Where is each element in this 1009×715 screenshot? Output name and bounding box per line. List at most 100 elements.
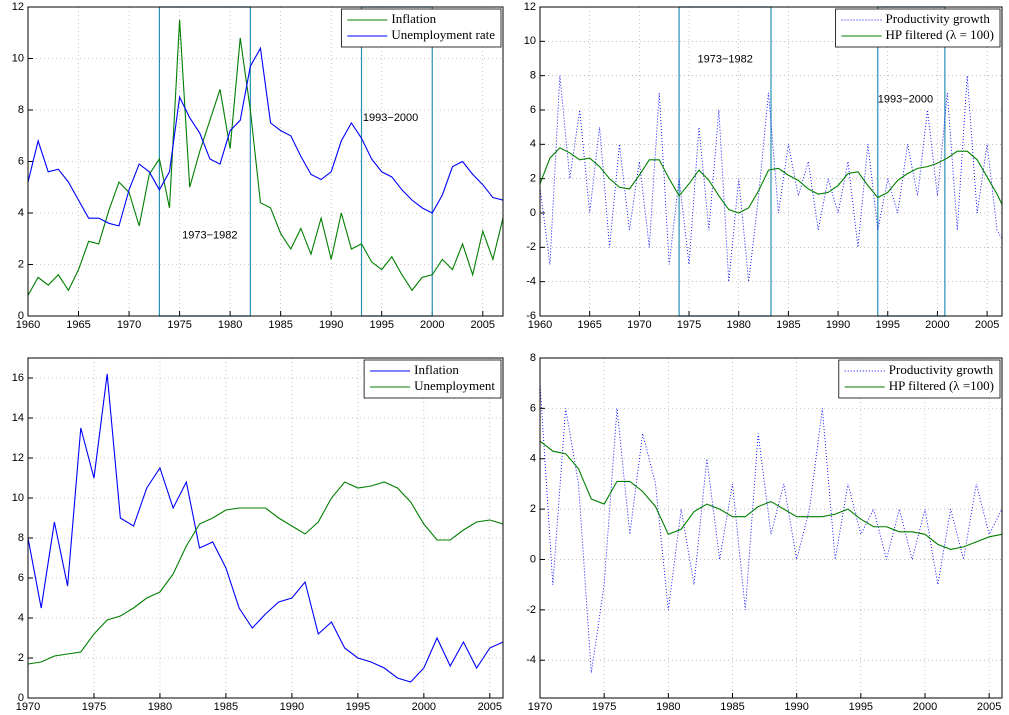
x-tick-label: 1990 [784,701,808,713]
y-tick-label: 16 [12,372,24,384]
y-tick-label: 2 [530,173,536,185]
legend-label: Inflation [414,362,459,377]
x-tick-label: 2005 [975,319,999,331]
y-tick-label: -6 [526,310,536,322]
x-tick-label: 1995 [875,319,899,331]
x-tick-label: 1985 [214,701,238,713]
x-tick-label: 1975 [677,319,701,331]
plot-frame [539,357,1003,699]
x-tick-label: 1985 [720,701,744,713]
x-tick-label: 1985 [268,319,292,331]
legend-label: HP filtered (λ =100) [889,378,994,393]
y-tick-label: 12 [12,452,24,464]
plot-frame [27,357,504,699]
panel: 1960 1965 1970 1975 1980 1985 1990 1995 2000 2005… [524,1,1003,331]
x-tick-label: 2005 [471,319,495,331]
y-tick-label: -2 [526,241,536,253]
legend-box [838,359,1001,399]
series-line [28,46,503,227]
y-tick-label: 10 [524,35,536,47]
y-tick-label: 8 [18,532,24,544]
x-tick-label: 1965 [66,319,90,331]
panel: 1960 1965 1970 1975 1980 1985 1990 1995 2000 2005… [12,1,504,331]
x-tick-label: 1995 [369,319,393,331]
y-tick-label: 2 [530,503,536,515]
y-tick-label: 12 [524,1,536,13]
x-tick-label: 2000 [412,701,436,713]
series-line [28,481,503,665]
y-tick-label: -2 [526,604,536,616]
series-line [28,19,503,296]
x-tick-label: 1970 [528,701,552,713]
series-line [540,440,1002,550]
x-tick-label: 1990 [280,701,304,713]
x-tick-label: 1960 [528,319,552,331]
x-tick-label: 2000 [925,319,949,331]
x-tick-label: 2005 [977,701,1001,713]
x-tick-label: 1990 [826,319,850,331]
y-tick-label: 10 [12,52,24,64]
x-tick-label: 1985 [776,319,800,331]
y-tick-label: -4 [526,654,536,666]
series-line [28,373,503,683]
y-tick-label: 2 [18,652,24,664]
y-tick-label: 10 [12,492,24,504]
x-tick-label: 1995 [346,701,370,713]
series-line [540,383,1002,673]
y-tick-label: 6 [530,402,536,414]
period-label: 1993−2000 [363,112,418,124]
y-tick-label: 4 [18,612,24,624]
x-tick-label: 1995 [849,701,873,713]
x-tick-label: 1970 [117,319,141,331]
y-tick-label: 2 [18,258,24,270]
x-tick-label: 1970 [627,319,651,331]
x-tick-label: 1975 [167,319,191,331]
period-label: 1973−1982 [182,230,237,242]
legend-box [835,8,1001,48]
y-tick-label: 0 [18,310,24,322]
legend-box [363,359,502,399]
x-tick-label: 1980 [218,319,242,331]
legend-box [340,8,502,48]
y-tick-label: 0 [18,692,24,704]
y-tick-label: 6 [18,572,24,584]
legend-label: Unemployment rate [391,27,495,42]
x-tick-label: 2005 [478,701,502,713]
y-tick-label: 12 [12,1,24,13]
series-line [540,75,1002,282]
series-line [540,147,1002,214]
y-tick-label: 4 [530,453,536,465]
legend-label: Unemployment [414,378,495,393]
panel: 1970 1975 1980 1985 1990 1995 2000 2005 -4 -2 0 2 4 6… [526,352,1003,713]
plot-frame [539,6,1003,317]
legend-label: Productivity growth [886,11,991,26]
x-tick-label: 1980 [726,319,750,331]
x-tick-label: 1965 [577,319,601,331]
x-tick-label: 1980 [148,701,172,713]
y-tick-label: 4 [18,207,24,219]
y-tick-label: 4 [530,138,536,150]
period-label: 1993−2000 [878,94,933,106]
x-tick-label: 1975 [592,701,616,713]
x-tick-label: 1960 [16,319,40,331]
y-tick-label: 6 [530,104,536,116]
y-tick-label: 8 [18,104,24,116]
panel: 1970 1975 1980 1985 1990 1995 2000 2005 0 2 4 6 8 10 1… [12,357,504,713]
plot-frame [27,6,504,317]
x-tick-label: 1975 [82,701,106,713]
x-tick-label: 1990 [319,319,343,331]
y-tick-label: -4 [526,276,536,288]
y-tick-label: 14 [12,412,24,424]
period-label: 1973−1982 [697,53,752,65]
y-tick-label: 6 [18,155,24,167]
y-tick-label: 0 [530,207,536,219]
y-tick-label: 0 [530,553,536,565]
y-tick-label: 8 [530,352,536,364]
y-tick-label: 8 [530,70,536,82]
legend-label: HP filtered (λ = 100) [886,27,994,42]
